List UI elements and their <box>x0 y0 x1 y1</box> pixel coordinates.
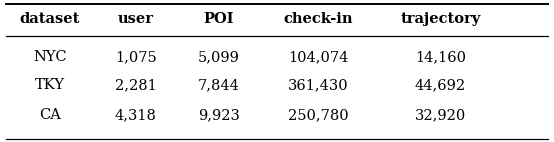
Text: POI: POI <box>203 12 234 26</box>
Text: NYC: NYC <box>33 50 66 64</box>
Text: user: user <box>118 12 153 26</box>
Text: 2,281: 2,281 <box>115 78 157 92</box>
Text: check-in: check-in <box>284 12 353 26</box>
Text: 9,923: 9,923 <box>198 108 240 122</box>
Text: 1,075: 1,075 <box>115 50 157 64</box>
Text: trajectory: trajectory <box>401 12 480 26</box>
Text: TKY: TKY <box>35 78 65 92</box>
Text: 250,780: 250,780 <box>288 108 349 122</box>
Text: CA: CA <box>39 108 61 122</box>
Text: 5,099: 5,099 <box>198 50 240 64</box>
Text: 32,920: 32,920 <box>415 108 466 122</box>
Text: 7,844: 7,844 <box>198 78 240 92</box>
Text: 361,430: 361,430 <box>288 78 349 92</box>
Text: 14,160: 14,160 <box>415 50 466 64</box>
Text: 104,074: 104,074 <box>289 50 348 64</box>
Text: 4,318: 4,318 <box>115 108 157 122</box>
Text: dataset: dataset <box>20 12 80 26</box>
Text: 44,692: 44,692 <box>415 78 466 92</box>
